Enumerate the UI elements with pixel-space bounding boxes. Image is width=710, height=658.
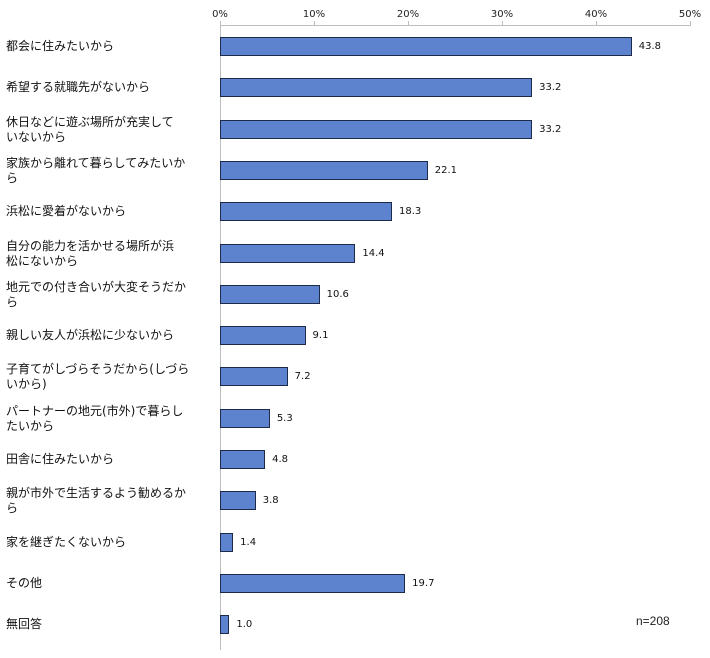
bar (220, 532, 234, 552)
bar-value-label: 18.3 (399, 206, 422, 218)
category-label: 家族から離れて暮らしてみたいから (6, 155, 186, 185)
category-label: 無回答 (6, 617, 43, 632)
category-label: 子育てがしづらそうだから(しづら いから) (6, 362, 190, 392)
x-tick-mark (220, 21, 221, 26)
x-tick-label: 0% (212, 9, 228, 20)
x-tick-label: 20% (396, 9, 420, 20)
bar-value-label: 19.7 (412, 577, 435, 589)
x-tick-mark (314, 21, 315, 26)
bar-value-label: 10.6 (326, 288, 349, 300)
x-tick-mark (502, 21, 503, 26)
category-label: 休日などに遊ぶ場所が充実して いないから (6, 114, 174, 144)
category-label: パートナーの地元(市外)で暮らし たいから (6, 403, 184, 433)
bar (220, 243, 356, 263)
bar-value-label: 1.4 (240, 536, 257, 548)
x-axis-line (220, 25, 691, 26)
x-tick-label: 40% (584, 9, 608, 20)
category-label: 希望する就職先がないから (6, 80, 151, 95)
bar-value-label: 5.3 (276, 412, 293, 424)
sample-size-annotation: n=208 (636, 614, 670, 628)
bar-value-label: 3.8 (262, 495, 279, 507)
bar (220, 615, 230, 635)
category-label: その他 (6, 575, 43, 590)
x-tick-label: 10% (302, 9, 326, 20)
category-label: 都会に住みたいから (6, 39, 115, 53)
bar (220, 160, 428, 180)
bar (220, 491, 256, 511)
category-label: 親が市外で生活するよう勧めるから (6, 486, 187, 516)
bar-value-label: 33.2 (539, 123, 562, 135)
x-tick-mark (690, 21, 691, 26)
category-label: 自分の能力を活かせる場所が浜 松にないから (6, 238, 175, 268)
bar (220, 573, 406, 593)
bar (220, 450, 266, 469)
x-tick-mark (408, 21, 409, 26)
bar (220, 202, 393, 222)
category-label: 地元での付き合いが大変そうだから (6, 279, 187, 309)
bar (220, 326, 306, 346)
x-tick-label: 30% (490, 9, 514, 20)
bar-value-label: 43.8 (638, 41, 661, 52)
category-label: 親しい友人が浜松に少ないから (6, 328, 175, 343)
category-label: 浜松に愛着がないから (6, 204, 127, 219)
x-tick-mark (596, 21, 597, 26)
category-label: 田舎に住みたいから (6, 452, 115, 466)
bar-value-label: 1.0 (236, 619, 253, 631)
bar (220, 284, 320, 304)
bar-value-label: 33.2 (539, 82, 562, 94)
bar-value-label: 7.2 (294, 371, 311, 383)
bar-value-label: 9.1 (312, 330, 329, 342)
bar (220, 119, 533, 139)
x-tick-label: 50% (678, 9, 702, 20)
bar (220, 78, 533, 98)
bar (220, 37, 632, 56)
bar-value-label: 22.1 (434, 164, 457, 176)
bar (220, 367, 288, 387)
bar-value-label: 4.8 (272, 454, 289, 465)
bar (220, 408, 270, 428)
bar-value-label: 14.4 (362, 247, 385, 259)
category-label: 家を継ぎたくないから (6, 534, 127, 549)
